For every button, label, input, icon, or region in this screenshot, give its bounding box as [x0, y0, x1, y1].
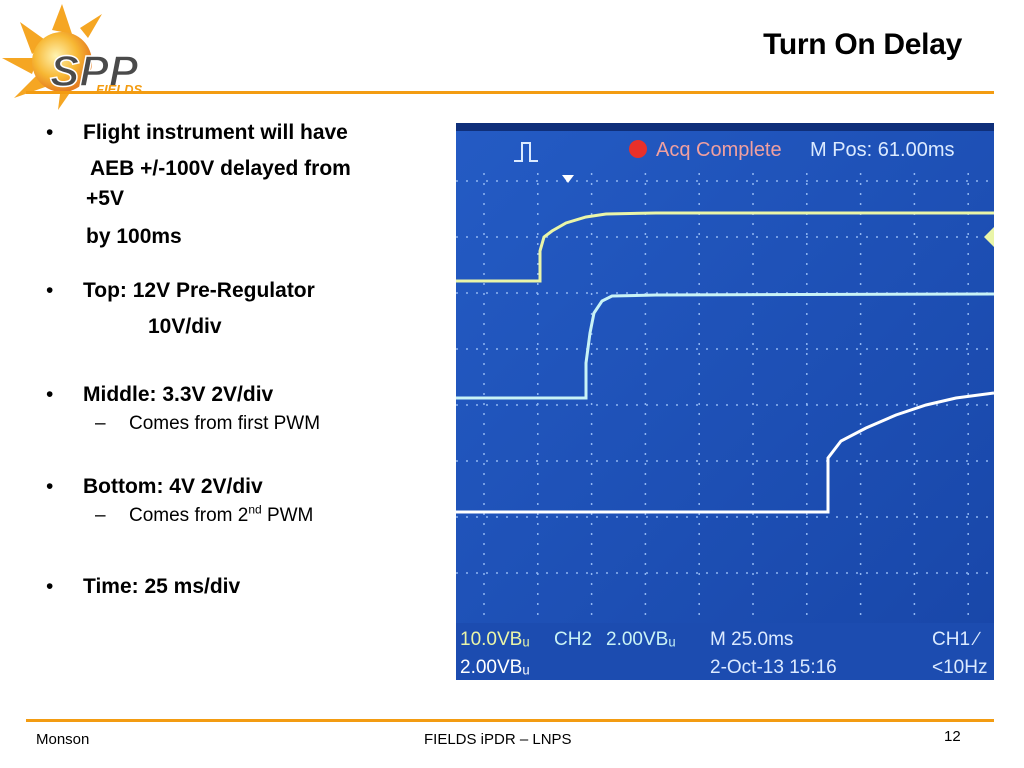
- bullet-flight-instrument: • Flight instrument will have AEB +/-100…: [46, 118, 426, 252]
- bullet-top-trace: • Top: 12V Pre-Regulator 10V/div: [46, 276, 426, 342]
- trigger-pulse-icon: [514, 142, 538, 162]
- superscript: nd: [248, 502, 262, 517]
- bullet-text: Middle: 3.3V 2V/div: [83, 383, 274, 406]
- header-rule: [26, 91, 994, 94]
- acq-status: Acq Complete: [656, 139, 782, 161]
- bullet-list: • Flight instrument will have AEB +/-100…: [46, 118, 426, 602]
- sub-bullet-text: Comes from 2: [129, 505, 249, 526]
- m-position: M Pos: 61.00ms: [810, 139, 955, 161]
- bullet-text: +5V: [86, 187, 124, 210]
- bullet-text: 10V/div: [148, 315, 222, 338]
- ch2-label: CH2: [554, 629, 592, 650]
- slide-title: Turn On Delay: [763, 28, 962, 61]
- oscilloscope-screen: Acq Complete M Pos: 61.00ms 10.0VBᵤ CH2 …: [456, 123, 994, 680]
- bullet-text: Bottom: 4V 2V/div: [83, 475, 263, 498]
- ch1-marker-icon: [984, 227, 994, 247]
- trace-ch2: [456, 292, 994, 400]
- timebase: M 25.0ms: [710, 629, 793, 650]
- ch2-scale: 2.00VBᵤ: [606, 629, 676, 650]
- bullet-text: Flight instrument will have: [83, 121, 348, 144]
- sub-bullet-text: PWM: [261, 505, 314, 526]
- bullet-middle-trace: • Middle: 3.3V 2V/div: [46, 380, 426, 410]
- capture-date: 2-Oct-13 15:16: [710, 657, 837, 678]
- logo-main-text: SPP: [50, 47, 139, 96]
- ch3-scale: 2.00VBᵤ: [460, 657, 530, 678]
- bullet-bottom-trace: • Bottom: 4V 2V/div: [46, 472, 426, 502]
- sub-bullet-second-pwm: – Comes from 2nd PWM: [95, 502, 314, 526]
- bullet-text: by 100ms: [86, 225, 182, 248]
- trigger-position-icon: [562, 175, 574, 183]
- sub-bullet-text: Comes from first PWM: [129, 413, 321, 434]
- sub-bullet-first-pwm: – Comes from first PWM: [46, 410, 426, 438]
- sun-icon: [32, 32, 92, 92]
- bullet-text: Top: 12V Pre-Regulator: [83, 279, 315, 302]
- footer-rule: [26, 719, 994, 722]
- trace-ch1: [456, 211, 994, 283]
- trigger-frequency: <10Hz: [932, 657, 987, 678]
- trace-ch3: [456, 391, 994, 514]
- trigger-source: CH1 ∕: [932, 629, 981, 650]
- footer-title: FIELDS iPDR – LNPS: [424, 731, 572, 748]
- bullet-text: Time: 25 ms/div: [83, 575, 241, 598]
- footer-author: Monson: [36, 731, 90, 748]
- bullet-time: • Time: 25 ms/div: [46, 572, 426, 602]
- bullet-text: AEB +/-100V delayed from: [90, 157, 351, 180]
- logo-sub-text: FIELDS: [96, 82, 143, 97]
- ch1-scale: 10.0VBᵤ: [460, 629, 530, 650]
- record-icon: [629, 140, 647, 158]
- page-number: 12: [944, 728, 961, 745]
- spp-fields-logo: SPP FIELDS: [2, 4, 143, 110]
